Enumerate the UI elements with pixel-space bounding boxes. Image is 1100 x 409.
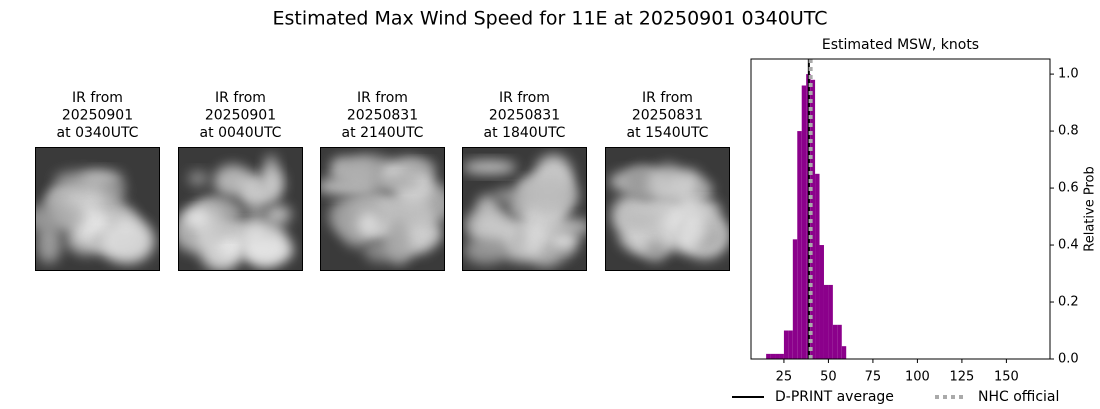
ir-frame [178,147,303,271]
histogram-bar [797,131,802,359]
ir-cloud [213,164,253,198]
histogram-bar [775,353,780,359]
chart-title: Estimated MSW, knots [822,37,979,53]
panel-label: 20250831 [632,108,703,124]
y-axis-label: Relative Prob [1083,166,1098,251]
panel-label: IR from [642,90,693,106]
panel-label: at 1540UTC [627,125,709,141]
ir-cloud [187,170,209,186]
panel-label: at 2140UTC [342,125,424,141]
ir-cloud [36,225,62,264]
ir-cloud [473,212,509,244]
histogram-bar [828,284,833,359]
x-tick-label: 75 [865,370,882,385]
y-tick-label: 0.2 [1058,295,1079,310]
ir-cloud [476,194,499,219]
ir-frame [605,147,730,271]
ir-cloud [386,219,412,266]
ir-cloud [263,204,292,225]
ir-cloud [508,201,528,216]
histogram-bar [788,330,793,359]
ir-cloud [100,182,128,198]
ir-cloud [99,218,155,264]
histogram-bar [783,330,789,359]
ir-cloud [647,164,689,204]
ir-cloud [183,209,209,227]
ir-cloud [691,180,714,200]
histogram-bar [779,353,784,359]
ir-cloud [462,160,517,174]
histogram-bar [770,353,776,359]
histogram-bar [823,284,829,359]
histogram-bar [837,324,842,359]
legend-label: NHC official [978,389,1059,405]
ir-cloud [463,236,509,265]
histogram-bar [819,245,824,359]
y-tick-label: 0.0 [1058,352,1079,367]
ir-frame [462,147,587,271]
x-tick-label: 100 [905,370,930,385]
ir-clouds [462,147,587,271]
ir-cloud [541,217,587,236]
x-tick-label: 50 [820,370,837,385]
ir-clouds [178,147,303,271]
histogram-bar [841,346,847,359]
ir-image [605,147,730,271]
panel-label: IR from [72,90,123,106]
histogram-bar [832,324,838,359]
y-tick-label: 0.4 [1058,238,1079,253]
ir-image [320,147,445,271]
histogram-bar [815,173,820,359]
ir-cloud [35,204,74,234]
panel-label: at 0040UTC [200,125,282,141]
panel-label: at 0340UTC [57,125,139,141]
ir-frame [35,147,160,271]
panel-label: 20250901 [62,108,133,124]
panel-label: IR from [499,90,550,106]
ir-cloud [497,217,546,263]
ir-image [462,147,587,271]
histogram-bar [810,79,816,359]
ir-image [178,147,303,271]
ir-clouds [35,147,160,271]
figure-title: Estimated Max Wind Speed for 11E at 2025… [272,8,827,30]
ir-cloud [522,173,579,215]
ir-image [35,147,160,271]
y-tick-label: 0.6 [1058,181,1079,196]
ir-cloud [262,168,285,199]
x-tick-label: 125 [949,370,974,385]
ir-cloud [620,212,657,229]
ir-frame [320,147,445,271]
ir-cloud [241,220,288,268]
histogram-bar [801,85,807,359]
panel-label: 20250831 [489,108,560,124]
ir-cloud [373,195,428,229]
axes-frame [750,58,1051,360]
panel-label: IR from [215,90,266,106]
ir-cloud [663,205,705,253]
panel-label: IR from [357,90,408,106]
histogram-bar [792,239,798,359]
panel-label: 20250901 [205,108,276,124]
x-tick-label: 25 [776,370,793,385]
legend-label: D-PRINT average [775,389,894,405]
ir-cloud [377,175,422,189]
panel-label: at 1840UTC [484,125,566,141]
y-tick-label: 1.0 [1058,67,1079,82]
ir-clouds [320,147,445,271]
histogram-bar [766,353,771,359]
x-tick-label: 150 [994,370,1019,385]
ir-cloud [358,212,380,236]
y-tick-label: 0.8 [1058,124,1079,139]
ir-cloud [645,239,666,263]
ir-clouds [605,147,730,271]
panel-label: 20250831 [347,108,418,124]
ir-cloud [401,160,436,174]
